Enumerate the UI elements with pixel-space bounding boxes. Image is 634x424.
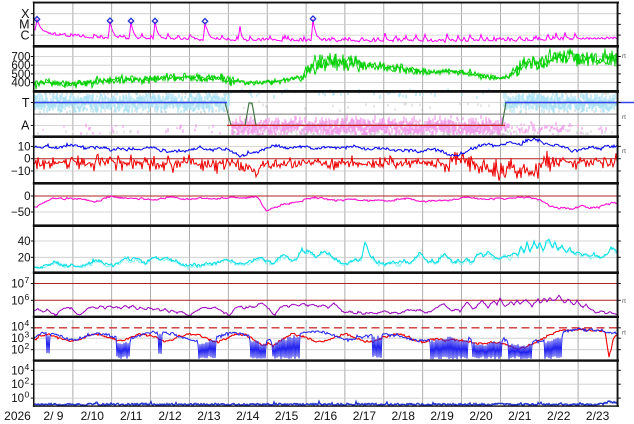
- svg-text:600: 600: [11, 60, 30, 72]
- svg-text:10: 10: [11, 379, 24, 391]
- svg-text:2/13: 2/13: [197, 409, 221, 423]
- svg-text:−50: −50: [11, 207, 31, 219]
- svg-text:2/10: 2/10: [81, 409, 105, 423]
- svg-text:6: 6: [25, 292, 30, 302]
- svg-text:400: 400: [11, 78, 30, 90]
- svg-text:A: A: [21, 119, 30, 133]
- svg-text:7: 7: [25, 275, 30, 285]
- svg-text:0: 0: [24, 154, 30, 166]
- svg-text:2/19: 2/19: [430, 409, 454, 423]
- svg-text:4: 4: [25, 362, 30, 372]
- svg-text:2/14: 2/14: [236, 409, 260, 423]
- svg-text:700: 700: [11, 52, 30, 64]
- svg-text:rt: rt: [622, 330, 626, 337]
- svg-text:10: 10: [11, 322, 24, 334]
- svg-text:2/11: 2/11: [120, 409, 143, 423]
- svg-text:2/21: 2/21: [508, 409, 532, 423]
- svg-text:2/16: 2/16: [314, 409, 338, 423]
- svg-text:M: M: [19, 18, 29, 32]
- svg-text:rt: rt: [622, 114, 626, 121]
- svg-text:500: 500: [11, 69, 30, 81]
- svg-text:2/22: 2/22: [547, 409, 571, 423]
- svg-text:40: 40: [18, 236, 31, 248]
- svg-text:0: 0: [24, 191, 30, 203]
- svg-text:C: C: [20, 28, 29, 42]
- svg-text:3: 3: [25, 330, 30, 340]
- svg-text:2/15: 2/15: [275, 409, 299, 423]
- svg-text:T: T: [22, 96, 30, 110]
- svg-text:2/12: 2/12: [158, 409, 182, 423]
- svg-text:2/23: 2/23: [586, 409, 610, 423]
- svg-text:−10: −10: [11, 166, 31, 178]
- svg-text:2/17: 2/17: [353, 409, 377, 423]
- svg-text:rt: rt: [622, 298, 626, 305]
- svg-text:4: 4: [25, 318, 30, 328]
- svg-text:2/ 9: 2/ 9: [43, 409, 63, 423]
- svg-text:20: 20: [18, 252, 31, 264]
- svg-text:0: 0: [25, 390, 30, 400]
- svg-text:2: 2: [25, 341, 30, 351]
- svg-text:X: X: [21, 7, 30, 21]
- svg-text:10: 10: [18, 141, 31, 153]
- svg-text:2/18: 2/18: [392, 409, 416, 423]
- svg-text:10: 10: [11, 365, 24, 377]
- svg-text:2026: 2026: [4, 409, 31, 423]
- svg-text:10: 10: [11, 295, 24, 307]
- svg-text:rt: rt: [622, 148, 626, 155]
- svg-text:10: 10: [11, 333, 24, 345]
- svg-text:2/20: 2/20: [469, 409, 493, 423]
- svg-text:rt: rt: [622, 53, 626, 60]
- svg-text:10: 10: [11, 345, 24, 357]
- svg-text:2: 2: [25, 376, 30, 386]
- svg-text:10: 10: [11, 393, 24, 405]
- svg-text:10: 10: [11, 279, 24, 291]
